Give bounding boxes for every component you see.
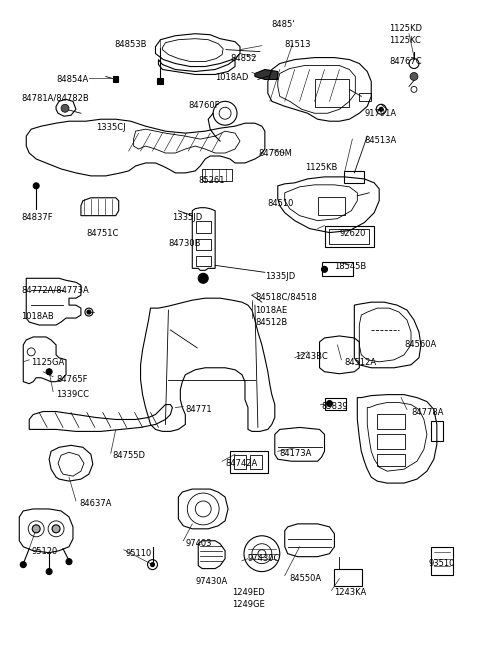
Text: 84778A: 84778A [411,407,444,417]
Text: 84637A: 84637A [79,499,111,508]
Text: 1125KB: 1125KB [305,163,337,172]
Text: 1243BC: 1243BC [295,352,327,361]
Circle shape [410,72,418,80]
Bar [250,455,262,469]
Bar [196,238,211,250]
Circle shape [33,183,39,189]
Polygon shape [255,70,278,79]
Text: 97403: 97403 [185,539,212,548]
Text: 84751C: 84751C [86,229,118,238]
Text: 84760F: 84760F [188,101,220,110]
Circle shape [46,568,52,575]
Text: 8485': 8485' [272,20,295,29]
Text: 84854A: 84854A [56,76,88,85]
Bar [314,79,349,107]
Text: 1335JD: 1335JD [172,213,203,221]
Text: 92620: 92620 [339,229,366,238]
Text: 84550A: 84550A [290,574,322,583]
Bar [324,397,347,409]
Text: 1125KC: 1125KC [389,35,421,45]
Text: 84853B: 84853B [114,39,147,49]
Circle shape [326,401,333,407]
Circle shape [61,104,69,112]
Text: 1243KA: 1243KA [335,589,367,597]
Text: 84837F: 84837F [21,213,53,221]
Text: 1125GA: 1125GA [31,358,64,367]
Circle shape [32,525,40,533]
Circle shape [322,266,327,273]
Bar [377,454,405,466]
Text: 1335CJ: 1335CJ [96,124,125,132]
Text: 1249GE: 1249GE [232,600,265,610]
Text: 95110: 95110 [126,549,152,558]
Bar [230,451,268,473]
Bar [318,196,346,215]
Text: 85261: 85261 [198,176,225,185]
Text: 93510: 93510 [429,558,455,568]
Text: 18545B: 18545B [335,262,367,271]
Text: 1125KD: 1125KD [389,24,422,33]
Text: 1018AD: 1018AD [215,74,249,83]
Circle shape [46,369,52,374]
Text: 84512A: 84512A [344,358,376,367]
Bar [196,256,211,266]
Bar [113,76,118,82]
Bar [202,169,232,181]
Text: 84510: 84510 [268,199,294,208]
Circle shape [87,310,91,314]
Bar [431,547,453,575]
Text: 84765F: 84765F [56,374,87,384]
Text: 84767C: 84767C [389,57,422,66]
Bar [234,455,246,469]
Text: 84512B: 84512B [255,318,287,327]
Bar [344,171,364,183]
Bar [157,78,164,84]
Text: 84730B: 84730B [168,238,201,248]
Text: 84755D: 84755D [113,451,146,461]
Text: 84772A/84773A: 84772A/84773A [21,285,89,294]
Text: 84760M: 84760M [258,149,292,158]
Text: 91791A: 91791A [364,109,396,118]
Circle shape [52,525,60,533]
Text: 85839: 85839 [322,401,348,411]
Circle shape [151,562,155,566]
Bar [324,225,374,248]
Bar [322,262,353,277]
Bar [360,93,371,101]
Text: 1335JD: 1335JD [265,273,295,281]
Text: 1249ED: 1249ED [232,589,265,597]
Circle shape [20,562,26,568]
Bar [377,434,405,449]
Text: 84781A/84782B: 84781A/84782B [21,93,89,102]
Text: 84771: 84771 [185,405,212,413]
Text: 97430C: 97430C [248,554,280,562]
Circle shape [379,107,383,111]
Text: 84560A: 84560A [404,340,436,349]
Text: 84513A: 84513A [364,136,396,145]
Text: 84852: 84852 [230,54,256,62]
Bar [431,421,443,442]
Text: 97430A: 97430A [195,577,228,585]
Bar [335,568,362,587]
Text: 95120: 95120 [31,547,58,556]
Text: 1018AE: 1018AE [255,306,287,315]
Text: 84742A: 84742A [225,459,257,468]
Circle shape [66,558,72,564]
Text: 84173A: 84173A [280,449,312,459]
Text: 84518C/84518: 84518C/84518 [255,292,317,301]
Text: 81513: 81513 [285,39,311,49]
Bar [329,229,369,244]
Bar [377,415,405,430]
Text: 1339CC: 1339CC [56,390,89,399]
Circle shape [198,273,208,283]
Text: 1018AB: 1018AB [21,312,54,321]
Bar [196,221,211,233]
